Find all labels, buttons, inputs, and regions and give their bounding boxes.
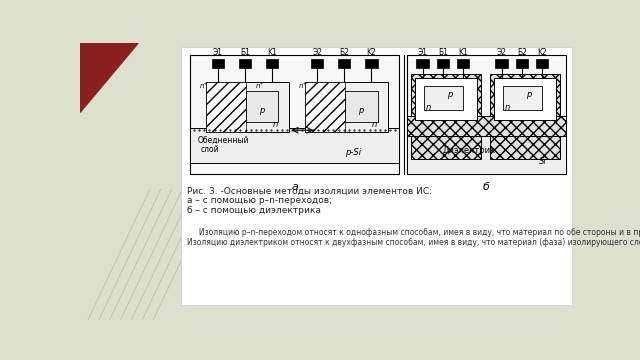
Text: K1: K1 — [458, 48, 468, 57]
Bar — [305, 82, 388, 132]
Text: n⁺: n⁺ — [199, 83, 207, 89]
Bar — [415, 78, 477, 120]
Text: а – с помощью р–n-переходов;: а – с помощью р–n-переходов; — [187, 197, 332, 206]
Text: p: p — [259, 107, 264, 116]
Text: Б2: Б2 — [517, 48, 527, 57]
Text: n: n — [372, 120, 377, 129]
Bar — [311, 59, 323, 68]
Text: слой: слой — [201, 145, 220, 154]
Text: б – с помощью диэлектрика: б – с помощью диэлектрика — [187, 206, 321, 215]
Bar — [246, 91, 278, 122]
Text: p: p — [447, 90, 452, 99]
Bar — [190, 128, 399, 163]
Bar — [212, 59, 224, 68]
Text: Б1: Б1 — [438, 48, 447, 57]
Text: n⁺: n⁺ — [298, 83, 307, 89]
Bar — [407, 132, 566, 174]
Bar — [424, 86, 463, 110]
Text: n: n — [505, 103, 511, 112]
Text: б: б — [483, 182, 490, 192]
Text: p: p — [358, 107, 364, 116]
Bar — [305, 82, 345, 132]
Bar — [365, 59, 378, 68]
Text: Э1: Э1 — [417, 48, 428, 57]
Text: n⁺: n⁺ — [256, 83, 264, 89]
Text: Э2: Э2 — [312, 48, 322, 57]
Bar — [494, 78, 556, 120]
Text: n: n — [426, 103, 431, 112]
Bar — [190, 55, 399, 174]
Text: p-Si: p-Si — [345, 148, 361, 157]
Bar — [345, 91, 378, 122]
Text: Б2: Б2 — [339, 48, 349, 57]
Bar — [417, 59, 429, 68]
Bar — [239, 59, 252, 68]
Bar — [407, 116, 566, 136]
Text: Изоляцию диэлектриком относят к двухфазным способам, имея в виду, что материал (: Изоляцию диэлектриком относят к двухфазн… — [187, 238, 640, 247]
Text: Рис. 3. -Основные методы изоляции элементов ИС:: Рис. 3. -Основные методы изоляции элемен… — [187, 186, 432, 195]
Bar — [205, 82, 246, 132]
Text: K2: K2 — [367, 48, 376, 57]
Text: Э2: Э2 — [497, 48, 507, 57]
Bar — [490, 74, 560, 159]
Text: Si: Si — [539, 157, 547, 166]
Text: Изоляцию р–n-переходом относят к однофазным способам, имея в виду, что материал : Изоляцию р–n-переходом относят к однофаз… — [187, 228, 640, 237]
Bar — [266, 59, 278, 68]
Bar — [516, 59, 528, 68]
Polygon shape — [80, 43, 138, 112]
Bar — [457, 59, 469, 68]
Text: K1: K1 — [268, 48, 277, 57]
Bar — [205, 82, 289, 132]
Bar — [503, 86, 542, 110]
Text: Э1: Э1 — [213, 48, 223, 57]
Bar — [338, 59, 351, 68]
Bar — [495, 59, 508, 68]
Text: n: n — [273, 120, 278, 129]
Text: p: p — [526, 90, 531, 99]
Text: Обедненный: Обедненный — [198, 136, 250, 145]
Text: K2: K2 — [537, 48, 547, 57]
Bar — [436, 59, 449, 68]
Text: Б1: Б1 — [240, 48, 250, 57]
Bar — [536, 59, 548, 68]
Bar — [411, 74, 481, 159]
Text: а: а — [291, 182, 298, 192]
Bar — [407, 55, 566, 174]
Bar — [180, 47, 572, 305]
Text: Диэлектрик: Диэлектрик — [442, 147, 495, 156]
